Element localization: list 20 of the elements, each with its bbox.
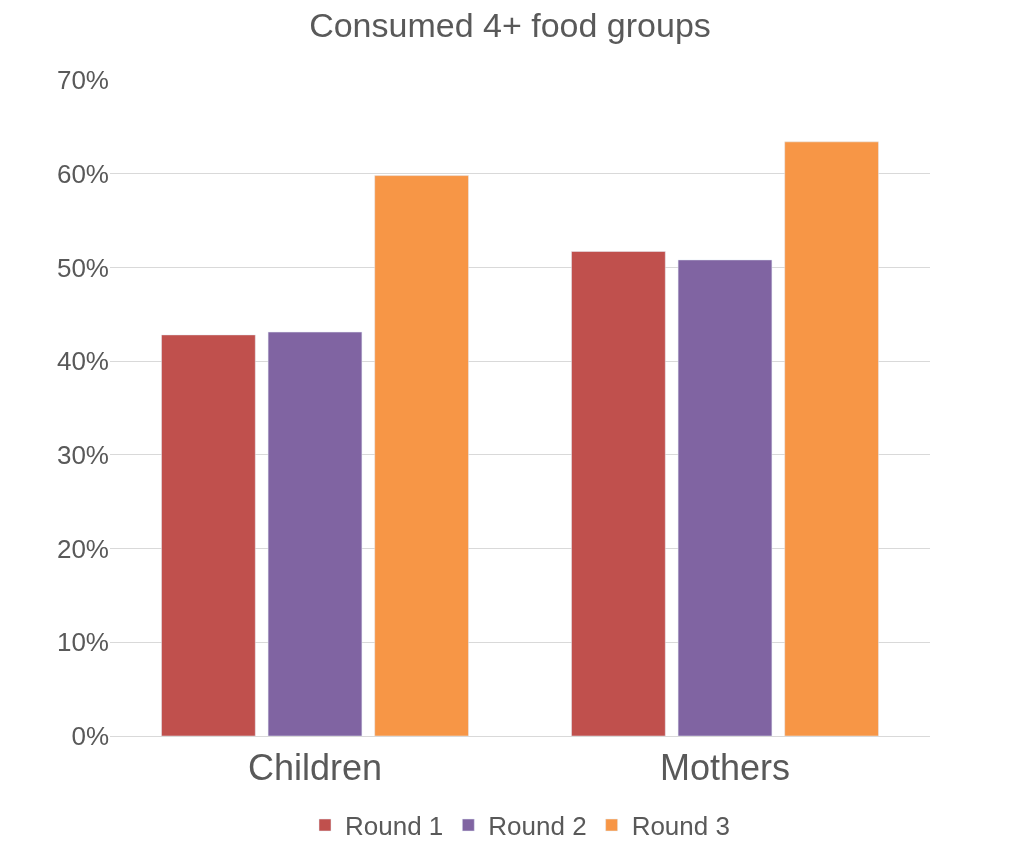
bar bbox=[374, 175, 469, 736]
bar bbox=[677, 259, 773, 736]
bar bbox=[571, 251, 666, 736]
bar bbox=[161, 334, 256, 736]
x-tick-label: Mothers bbox=[659, 747, 791, 789]
legend-label: Round 1 bbox=[345, 811, 444, 842]
y-tick-label: 0% bbox=[71, 721, 109, 752]
chart-title: Consumed 4+ food groups bbox=[309, 5, 711, 44]
x-tick-label: Children bbox=[247, 747, 383, 789]
y-tick-label: 20% bbox=[56, 533, 109, 564]
y-tick-label: 40% bbox=[56, 346, 109, 377]
legend-label: Round 3 bbox=[631, 811, 730, 842]
y-tick-label: 50% bbox=[56, 252, 109, 283]
y-tick-label: 10% bbox=[56, 627, 109, 658]
bar bbox=[267, 331, 363, 736]
y-tick-label: 30% bbox=[56, 439, 109, 470]
bar bbox=[784, 141, 879, 736]
y-tick-label: 60% bbox=[56, 158, 109, 189]
legend-label: Round 2 bbox=[488, 811, 587, 842]
y-tick-label: 70% bbox=[56, 65, 109, 96]
